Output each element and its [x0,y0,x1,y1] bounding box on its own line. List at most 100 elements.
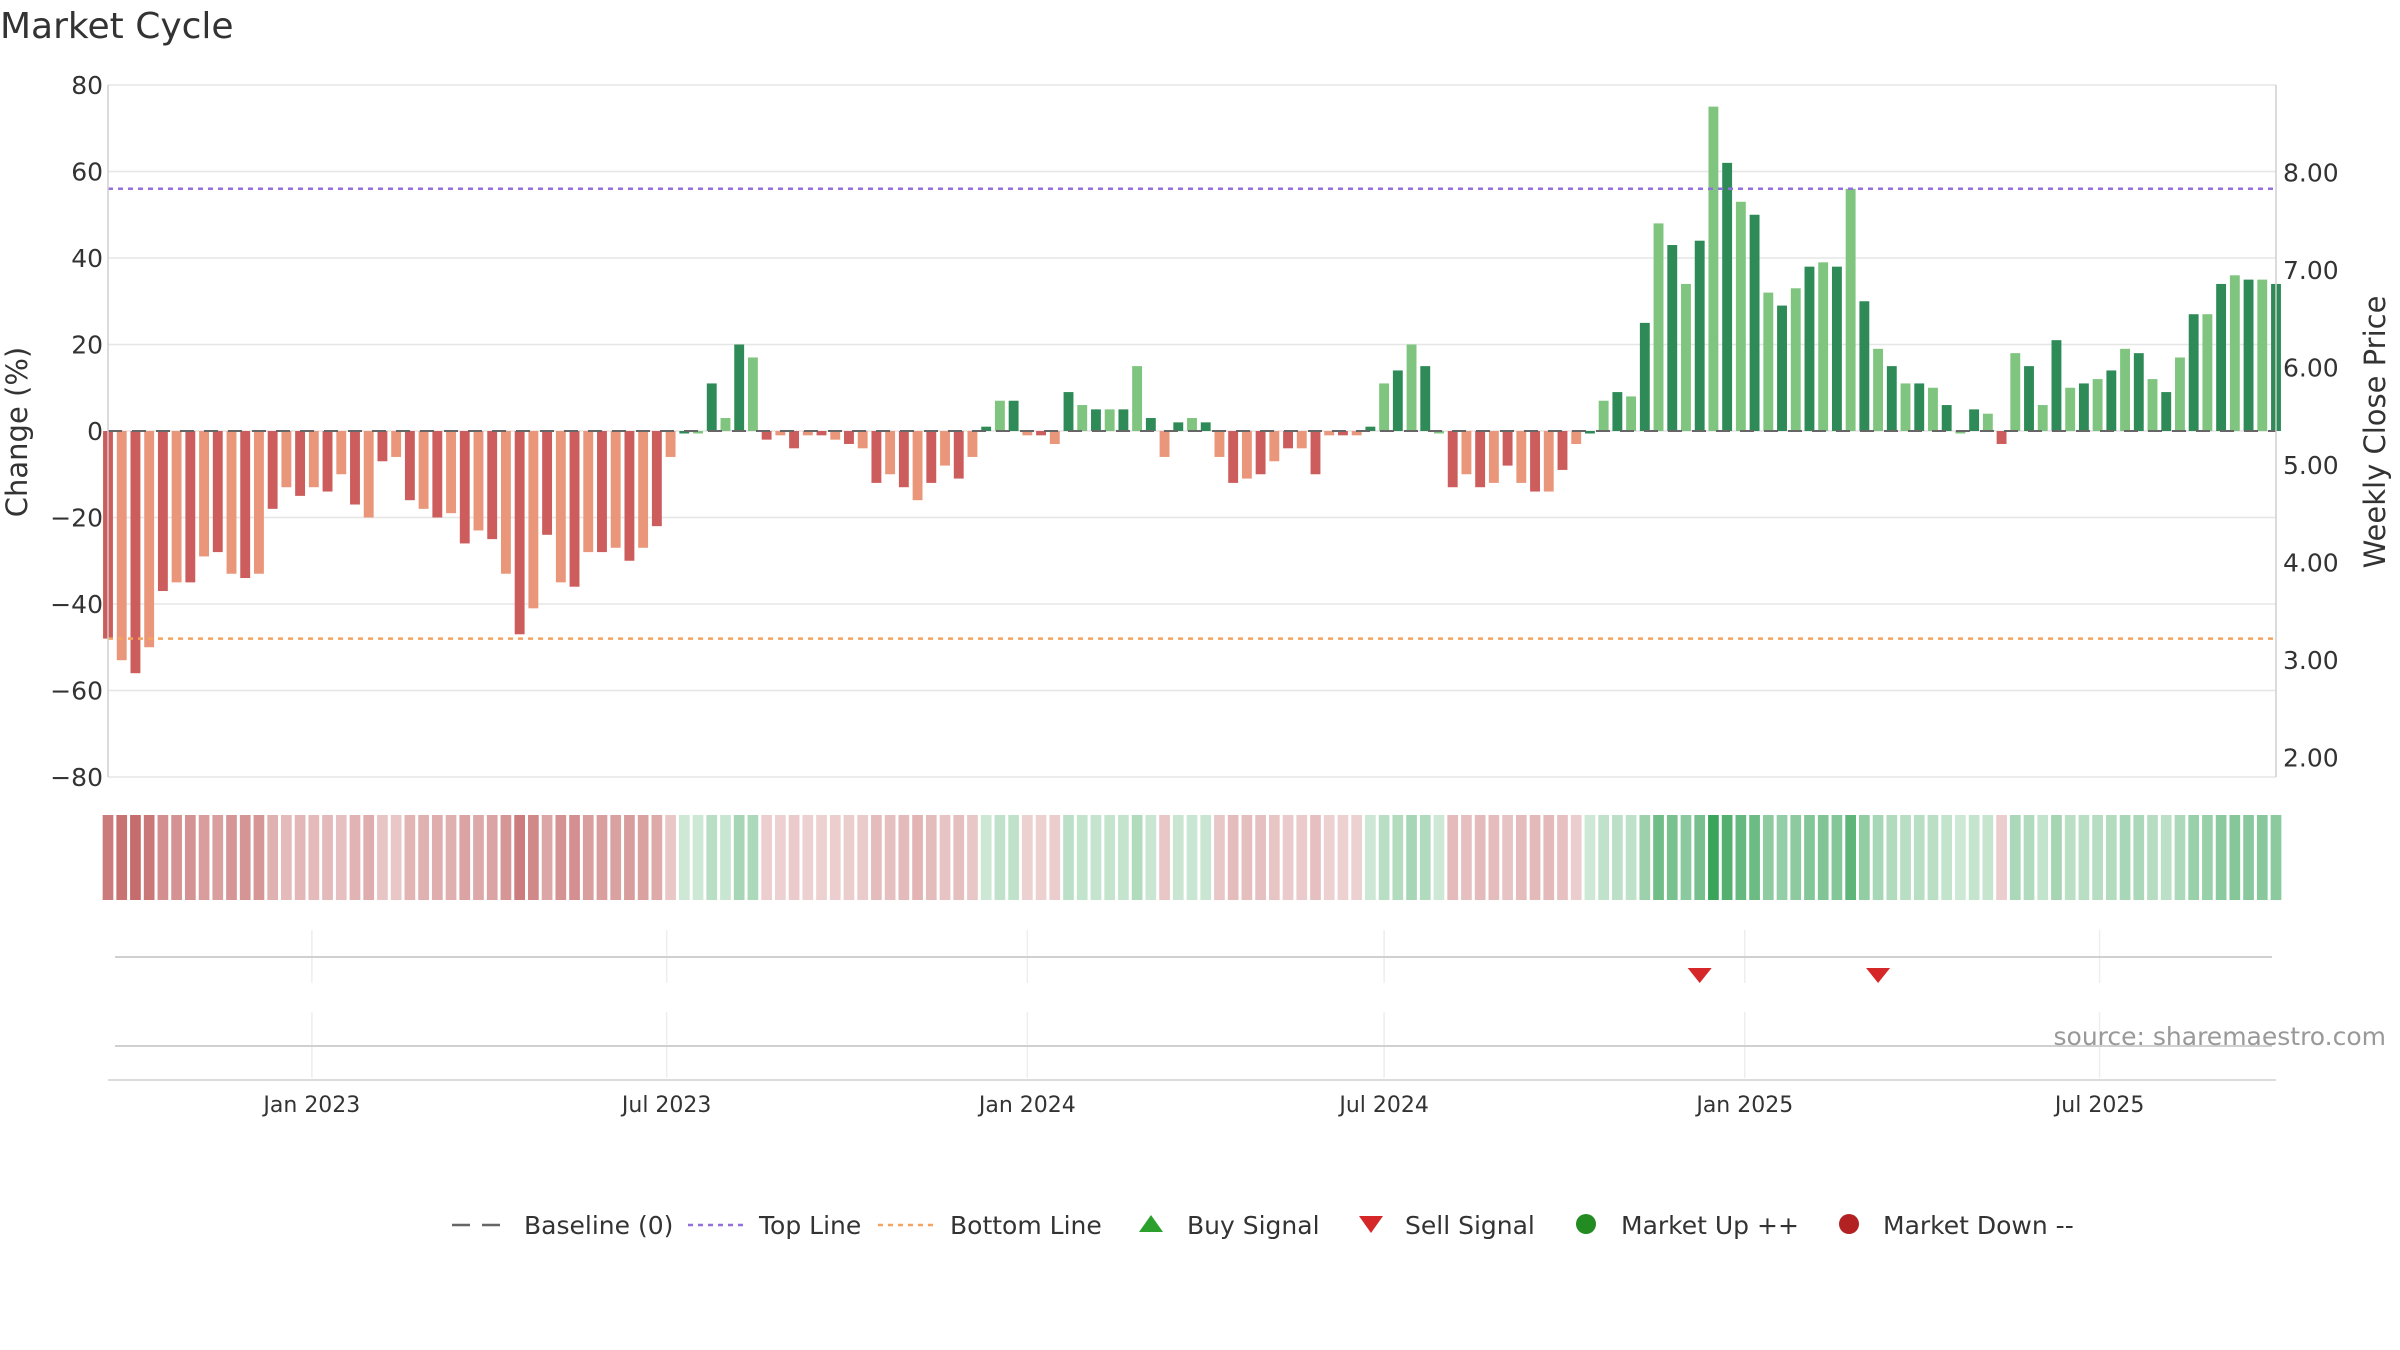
bar [1722,162,1733,431]
strip-cell [1817,815,1829,900]
bar [1420,366,1431,431]
bar [624,431,635,561]
bar [1639,322,1650,431]
x-axis: Jan 2023 Jul 2023 Jan 2024 Jul 2024 Jan 2025… [108,1079,2276,1118]
bar [1681,283,1691,431]
strip-cell [980,815,992,900]
strip-cell [1982,815,1994,900]
bar [144,431,155,648]
bar [1104,409,1115,431]
bar [994,400,1005,431]
bar [638,431,649,548]
bar [2175,357,2185,431]
bar [857,431,868,449]
strip-cell [1529,815,1541,900]
bar [1818,262,1829,431]
strip-cell [967,815,978,900]
strip-cell [253,815,265,900]
strip-cell [1337,815,1349,900]
y-tick-label: −80 [50,763,103,792]
bar [212,431,223,553]
strip-cell [1968,815,1980,900]
strip-cell [2256,815,2268,900]
strip-cell [2243,815,2254,900]
bar [116,431,127,661]
strip-cell [281,815,292,900]
strip-cell [363,815,375,900]
bar [514,431,525,635]
bar [1584,431,1595,434]
strip-cell [239,815,251,900]
strip-cell [1804,815,1815,900]
bar [1351,431,1362,436]
bar [569,431,580,587]
y2-tick-label: 7.00 [2283,256,2339,285]
strip-cell [665,815,676,900]
bar [1598,400,1609,431]
bar [789,431,800,449]
bar [2147,379,2158,431]
strip-cell [2229,815,2241,900]
strip-cell [1721,815,1733,900]
y2-axis-title: Weekly Close Price [2358,296,2392,569]
bar [706,383,717,431]
legend-item: Baseline (0) [452,1211,673,1240]
cycle-color-strip [102,815,2282,900]
strip-cell [1241,815,1253,900]
strip-cell [1612,815,1623,900]
bar-series [103,106,2281,674]
legend-item: Market Down -- [1839,1211,2074,1240]
strip-cell [939,815,951,900]
bar [1530,431,1540,492]
strip-cell [1474,815,1486,900]
strip-cell [2064,815,2076,900]
legend-label: Buy Signal [1187,1211,1320,1240]
bar [720,418,731,431]
strip-cell [528,815,539,900]
strip-cell [404,815,416,900]
bar [651,431,662,527]
bar [775,431,786,436]
bar [1269,431,1280,462]
bar [1859,301,1870,431]
strip-cell [788,815,800,900]
bar [1488,431,1499,483]
bar [2092,379,2103,431]
strip-cell [212,815,224,900]
bar [2161,392,2172,431]
bar [1735,201,1746,431]
strip-cell [692,815,704,900]
strip-cell [1351,815,1363,900]
strip-cell [582,815,594,900]
strip-cell [1186,815,1198,900]
strip-cell [1776,815,1788,900]
bar [1708,106,1719,431]
legend-label: Top Line [758,1211,861,1240]
bar [487,431,498,540]
strip-cell [953,815,965,900]
strip-cell [486,815,498,900]
strip-cell [1131,815,1143,900]
bar [912,431,923,501]
strip-cell [294,815,306,900]
strip-cell [857,815,869,900]
strip-cell [2037,815,2049,900]
strip-cell [1570,815,1582,900]
strip-cell [1502,815,1513,900]
strip-cell [459,815,471,900]
bar [1241,431,1252,479]
strip-cell [1831,815,1843,900]
strip-cell [1063,815,1074,900]
bar [871,431,882,483]
strip-cell [1104,815,1116,900]
strip-cell [1447,815,1459,900]
strip-cell [1310,815,1321,900]
bar [432,431,443,518]
bar [967,431,978,457]
bar [1283,431,1293,449]
strip-cell [431,815,443,900]
strip-cell [1090,815,1102,900]
strip-cell [514,815,525,900]
bar [1406,344,1417,431]
bar [2243,279,2254,431]
